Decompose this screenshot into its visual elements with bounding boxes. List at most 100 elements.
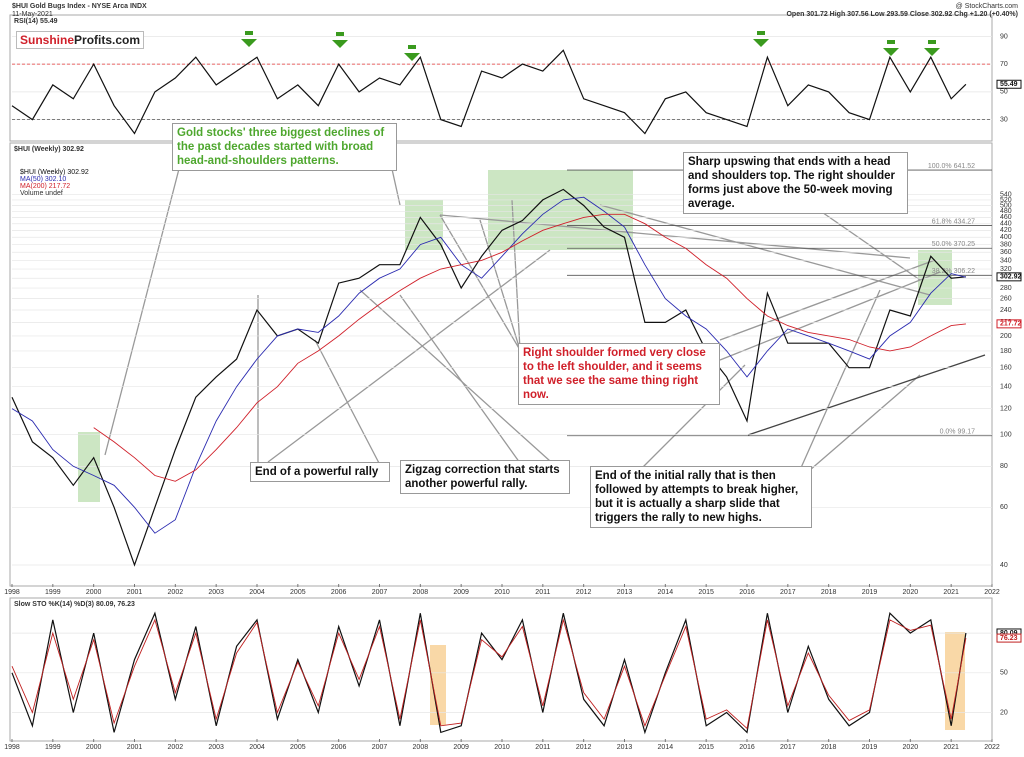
x-tick-label: 2012 xyxy=(576,589,592,596)
x-tick-label: 1998 xyxy=(4,744,20,751)
x-tick-label: 2019 xyxy=(862,744,878,751)
value-tag-label: 55.49 xyxy=(1000,81,1018,88)
header-ohlc: Open 301.72 High 307.56 Low 293.59 Close… xyxy=(786,11,1018,18)
x-tick-label: 2003 xyxy=(208,589,224,596)
y-tick-label: 480 xyxy=(1000,208,1012,215)
x-tick-label: 2017 xyxy=(780,589,796,596)
y-tick-label: 140 xyxy=(1000,384,1012,391)
y-tick-label: 180 xyxy=(1000,348,1012,355)
x-tick-label: 2006 xyxy=(331,744,347,751)
y-tick-label: 160 xyxy=(1000,365,1012,372)
level-label: 38.2% 306.22 xyxy=(932,268,975,275)
y-tick-label: 30 xyxy=(1000,116,1008,123)
x-tick-label: 2004 xyxy=(249,589,265,596)
x-tick-label: 2002 xyxy=(168,744,184,751)
annotation: Sharp upswing that ends with a head and … xyxy=(683,152,908,214)
annotation: Zigzag correction that starts another po… xyxy=(400,460,570,494)
panel-title: RSI(14) 55.49 xyxy=(14,18,58,25)
x-tick-label: 2011 xyxy=(535,744,550,751)
x-tick-label: 2016 xyxy=(739,589,755,596)
sto-frame xyxy=(9,597,993,742)
level-label: 50.0% 370.25 xyxy=(932,241,975,248)
x-tick-label: 2007 xyxy=(372,744,388,751)
y-tick-label: 440 xyxy=(1000,221,1012,228)
logo-part: Profits.com xyxy=(74,33,141,47)
series-line xyxy=(11,618,967,730)
series-line xyxy=(11,196,967,534)
x-tick-label: 2021 xyxy=(943,589,959,596)
x-tick-label: 2004 xyxy=(249,744,265,751)
y-tick-label: 280 xyxy=(1000,285,1012,292)
green-arrow xyxy=(332,32,348,48)
annotation: End of a powerful rally xyxy=(250,462,390,482)
annotation: Gold stocks' three biggest declines of t… xyxy=(172,123,397,171)
y-tick-label: 420 xyxy=(1000,227,1012,234)
y-tick-label: 400 xyxy=(1000,234,1012,241)
x-tick-label: 2008 xyxy=(413,744,429,751)
legend-entry: MA(50) 302.10 xyxy=(20,176,66,183)
y-tick-label: 260 xyxy=(1000,295,1012,302)
y-tick-label: 540 xyxy=(1000,191,1012,198)
series-line xyxy=(93,213,966,482)
highlight-boxes xyxy=(78,170,965,730)
y-tick-label: 360 xyxy=(1000,249,1012,256)
logo-part: Sunshine xyxy=(20,33,75,47)
x-tick-label: 2014 xyxy=(658,744,674,751)
x-tick-label: 2019 xyxy=(862,589,878,596)
x-tick-label: 2015 xyxy=(698,589,714,596)
value-tag xyxy=(996,319,1022,329)
panel-title: Slow STO %K(14) %D(3) 80.09, 76.23 xyxy=(14,601,135,608)
x-tick-label: 2014 xyxy=(658,589,674,596)
x-tick-label: 2003 xyxy=(208,744,224,751)
hs-box xyxy=(405,200,443,250)
series-line xyxy=(11,611,967,735)
x-tick-label: 2005 xyxy=(290,589,306,596)
x-tick-label: 2016 xyxy=(739,744,755,751)
y-tick-label: 80 xyxy=(1000,463,1008,470)
hs-box xyxy=(78,432,100,502)
x-tick-label: 2013 xyxy=(617,589,633,596)
value-tag xyxy=(996,79,1022,89)
green-arrow xyxy=(753,31,769,47)
value-tag-label: 302.92 xyxy=(1000,274,1022,281)
x-tick-label: 2009 xyxy=(453,589,469,596)
trend-line xyxy=(747,354,986,436)
y-tick-label: 20 xyxy=(1000,709,1008,716)
annotation: Right shoulder formed very close to the … xyxy=(518,343,720,405)
green-arrow xyxy=(924,40,940,56)
y-tick-label: 200 xyxy=(1000,333,1012,340)
series-line xyxy=(11,188,966,567)
pointer xyxy=(257,249,551,465)
level-label: 100.0% 641.52 xyxy=(928,163,975,170)
x-tick-label: 2021 xyxy=(943,744,959,751)
price-frame xyxy=(9,142,993,587)
y-tick-label: 380 xyxy=(1000,241,1012,248)
rsi-frame xyxy=(9,14,993,142)
value-tag xyxy=(996,633,1022,643)
x-tick-label: 1998 xyxy=(4,589,20,596)
x-tick-label: 2006 xyxy=(331,589,347,596)
value-tag-label: 80.09 xyxy=(1000,630,1018,637)
arrows xyxy=(241,31,940,61)
x-tick-label: 2013 xyxy=(617,744,633,751)
x-tick-label: 2008 xyxy=(413,589,429,596)
x-tick-label: 2015 xyxy=(698,744,714,751)
x-tick-label: 2009 xyxy=(453,744,469,751)
x-tick-label: 2018 xyxy=(821,589,837,596)
x-tick-label: 2002 xyxy=(168,589,184,596)
x-tick-label: 2017 xyxy=(780,744,796,751)
x-tick-label: 1999 xyxy=(45,589,61,596)
x-tick-label: 2020 xyxy=(903,744,919,751)
x-tick-label: 2001 xyxy=(127,589,143,596)
x-tick-label: 2012 xyxy=(576,744,592,751)
x-tick-label: 2001 xyxy=(127,744,143,751)
value-tag xyxy=(996,272,1022,282)
green-arrow xyxy=(883,40,899,56)
level-label: 0.0% 99.17 xyxy=(940,429,976,436)
series-line xyxy=(11,49,967,135)
annotation: End of the initial rally that is then fo… xyxy=(590,466,812,528)
x-tick-label: 2000 xyxy=(86,589,102,596)
y-tick-label: 40 xyxy=(1000,562,1008,569)
